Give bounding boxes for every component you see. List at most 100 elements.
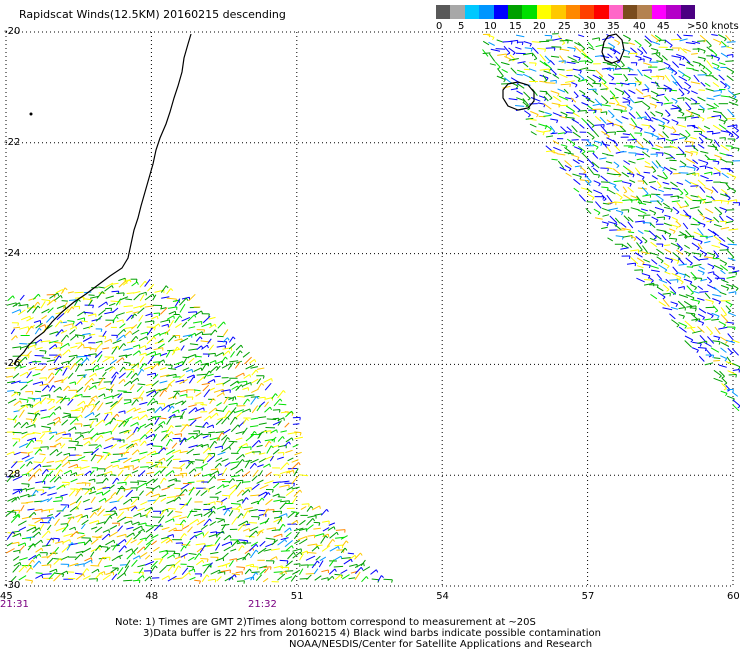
wind-barb [62, 302, 68, 309]
wind-barb [692, 69, 699, 72]
wind-barb [697, 126, 706, 133]
wind-barb-tick [81, 357, 84, 362]
wind-barb [285, 449, 293, 454]
wind-barb [720, 52, 729, 58]
wind-barb-tick [38, 553, 42, 557]
wind-barb [54, 379, 63, 383]
wind-barb [215, 490, 222, 495]
wind-barb [245, 434, 254, 442]
wind-barb [713, 335, 720, 338]
wind-barb [629, 179, 636, 183]
wind-barb [612, 95, 620, 105]
wind-barb-tick [213, 475, 217, 479]
wind-barb [18, 575, 27, 581]
wind-barb [664, 271, 671, 275]
wind-barb [165, 364, 173, 366]
wind-barb-tick [703, 50, 706, 54]
wind-barb [145, 490, 152, 497]
wind-barb [33, 301, 39, 308]
wind-barb [634, 76, 642, 84]
wind-barb [649, 209, 656, 214]
wind-barb [242, 523, 251, 526]
wind-barb [122, 279, 130, 286]
wind-barb-tick [88, 441, 91, 445]
wind-barb [706, 60, 714, 69]
wind-barb-tick [662, 168, 665, 172]
lon-label: 45 [0, 591, 13, 602]
wind-barb [517, 61, 526, 64]
wind-barb [285, 410, 292, 418]
wind-barb-tick [689, 281, 693, 285]
wind-barb [728, 312, 736, 317]
wind-barb [10, 575, 17, 582]
wind-barb [644, 111, 652, 120]
wind-barb [278, 523, 284, 532]
wind-barb [664, 214, 671, 218]
wind-barb-tick [33, 512, 37, 516]
wind-barb [160, 307, 168, 315]
wind-barb [133, 531, 141, 540]
wind-barb [271, 436, 277, 442]
wind-barb [139, 514, 147, 518]
wind-barb [48, 405, 56, 411]
wind-barb [27, 437, 36, 442]
wind-barb [655, 53, 664, 61]
wind-barb [222, 405, 228, 412]
wind-barb-tick [662, 126, 666, 130]
wind-barb [208, 485, 216, 490]
wind-barb-tick [170, 539, 173, 543]
wind-barb [112, 464, 119, 468]
wind-barb-tick [142, 575, 145, 579]
wind-barb [109, 403, 118, 411]
wind-barb [662, 117, 670, 122]
wind-barb [251, 451, 261, 453]
wind-barb [522, 52, 533, 56]
wind-barb [18, 526, 27, 532]
wind-barb-tick [676, 211, 680, 215]
wind-barb [235, 431, 245, 435]
wind-barb-tick [735, 130, 739, 133]
wind-barb-tick [733, 267, 736, 271]
wind-barb [111, 423, 119, 432]
wind-barb-tick [53, 551, 57, 555]
wind-barb [712, 294, 722, 297]
wind-barb [699, 249, 707, 255]
wind-barb [616, 103, 627, 108]
wind-speed-legend: 0 5 10 15 20 25 30 35 40 45 >50 knots [436, 5, 740, 33]
wind-barb [249, 565, 259, 568]
wind-barb [124, 560, 131, 569]
wind-barb [75, 321, 82, 327]
wind-barb [607, 53, 613, 58]
wind-barb [63, 469, 72, 475]
wind-barb-tick [154, 351, 157, 355]
wind-barb [118, 443, 128, 449]
wind-barb [32, 431, 41, 435]
wind-barb [314, 533, 324, 537]
wind-barb [137, 507, 146, 512]
wind-barb [221, 467, 228, 476]
wind-barb [221, 562, 231, 567]
wind-barb [284, 527, 291, 533]
wind-barb [88, 353, 97, 356]
wind-barb-tick [661, 102, 663, 106]
wind-barb-tick [171, 431, 174, 435]
wind-barb [111, 346, 118, 355]
wind-barb-tick [603, 198, 607, 202]
wind-barb-tick [17, 469, 20, 473]
wind-barb [105, 401, 113, 405]
wind-barb [690, 284, 697, 289]
wind-barb [531, 88, 538, 96]
wind-barb-tick [18, 513, 21, 517]
wind-barb [144, 422, 153, 428]
wind-barb-tick [603, 124, 605, 128]
wind-barb [49, 292, 58, 299]
wind-barb [12, 555, 20, 561]
wind-barb [77, 400, 84, 407]
wind-barb [280, 550, 290, 552]
wind-barb [31, 517, 41, 520]
wind-barb [699, 335, 706, 342]
wind-barb [60, 483, 68, 488]
wind-barb [593, 208, 601, 214]
wind-barb [54, 366, 64, 371]
wind-barb-tick [561, 42, 565, 46]
